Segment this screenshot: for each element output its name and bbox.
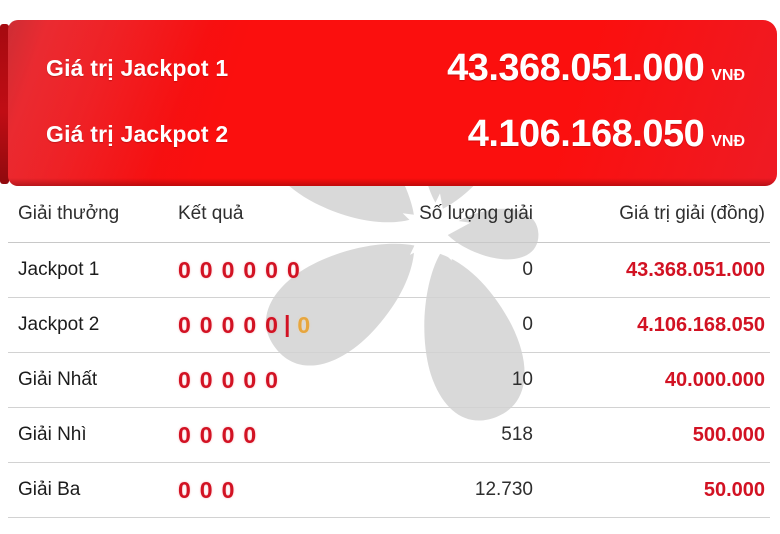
prize-name: Jackpot 2 bbox=[18, 314, 100, 335]
table-row-giai-nhat: Giải Nhất 00000 10 40.000.000 bbox=[8, 353, 770, 408]
header-count: Số lượng giải bbox=[419, 203, 533, 224]
prize-value: 4.106.168.050 bbox=[637, 313, 765, 336]
result-digits: 00000| 0 bbox=[178, 311, 358, 339]
result-digits: 0000 bbox=[178, 422, 358, 449]
jackpot2-banner-row: Giá trị Jackpot 2 4.106.168.050 VNĐ bbox=[46, 108, 745, 160]
prize-name: Giải Nhì bbox=[18, 424, 87, 445]
winner-count: 0 bbox=[522, 259, 533, 280]
jackpot1-value: 43.368.051.000 bbox=[447, 46, 705, 89]
jackpot2-currency: VNĐ bbox=[711, 132, 745, 150]
masked-digits: 000000 bbox=[178, 256, 309, 283]
masked-digits: 00000 bbox=[178, 366, 287, 393]
table-header-row: Giải thưởng Kết quả Số lượng giải Giá tr… bbox=[8, 186, 770, 243]
jackpot2-label: Giá trị Jackpot 2 bbox=[46, 120, 229, 147]
jackpot2-amount: 4.106.168.050 VNĐ bbox=[468, 113, 745, 156]
prize-name: Giải Ba bbox=[18, 479, 81, 500]
prize-name: Jackpot 1 bbox=[18, 259, 100, 280]
header-prize: Giải thưởng bbox=[18, 203, 120, 224]
digit-separator-bar: | bbox=[283, 311, 291, 337]
masked-digits: 000 bbox=[178, 476, 244, 503]
winner-count: 10 bbox=[511, 369, 533, 390]
prize-value: 43.368.051.000 bbox=[625, 258, 765, 281]
winner-count: 12.730 bbox=[474, 479, 533, 500]
result-digits: 000000 bbox=[178, 257, 358, 284]
winner-count: 0 bbox=[522, 314, 533, 335]
header-result: Kết quả bbox=[178, 203, 244, 224]
table-row-jackpot1: Jackpot 1 000000 0 43.368.051.000 bbox=[8, 243, 770, 298]
prize-value: 50.000 bbox=[703, 478, 765, 501]
table-row-giai-ba: Giải Ba 000 12.730 50.000 bbox=[8, 463, 770, 518]
table-row-giai-nhi: Giải Nhì 0000 518 500.000 bbox=[8, 408, 770, 463]
winner-count: 518 bbox=[501, 424, 533, 445]
table-row-jackpot2: Jackpot 2 00000| 0 0 4.106.168.050 bbox=[8, 298, 770, 353]
prize-value: 40.000.000 bbox=[664, 368, 765, 391]
banner-shadow-edge bbox=[0, 24, 9, 184]
masked-digits: 00000 bbox=[178, 312, 287, 338]
results-table: Giải thưởng Kết quả Số lượng giải Giá tr… bbox=[8, 186, 770, 518]
result-digits: 00000 bbox=[178, 367, 358, 394]
bonus-digit: 0 bbox=[297, 312, 311, 338]
jackpot1-banner-row: Giá trị Jackpot 1 43.368.051.000 VNĐ bbox=[46, 42, 745, 94]
jackpot1-currency: VNĐ bbox=[711, 66, 745, 84]
prize-name: Giải Nhất bbox=[18, 369, 98, 390]
jackpot-banner: Giá trị Jackpot 1 43.368.051.000 VNĐ Giá… bbox=[8, 20, 777, 186]
jackpot2-value: 4.106.168.050 bbox=[467, 112, 705, 155]
jackpot1-label: Giá trị Jackpot 1 bbox=[46, 54, 229, 81]
jackpot1-amount: 43.368.051.000 VNĐ bbox=[447, 47, 745, 90]
masked-digits: 0000 bbox=[178, 421, 266, 448]
result-digits: 000 bbox=[178, 477, 358, 504]
prize-value: 500.000 bbox=[692, 423, 765, 446]
header-value: Giá trị giải (đồng) bbox=[619, 203, 765, 224]
